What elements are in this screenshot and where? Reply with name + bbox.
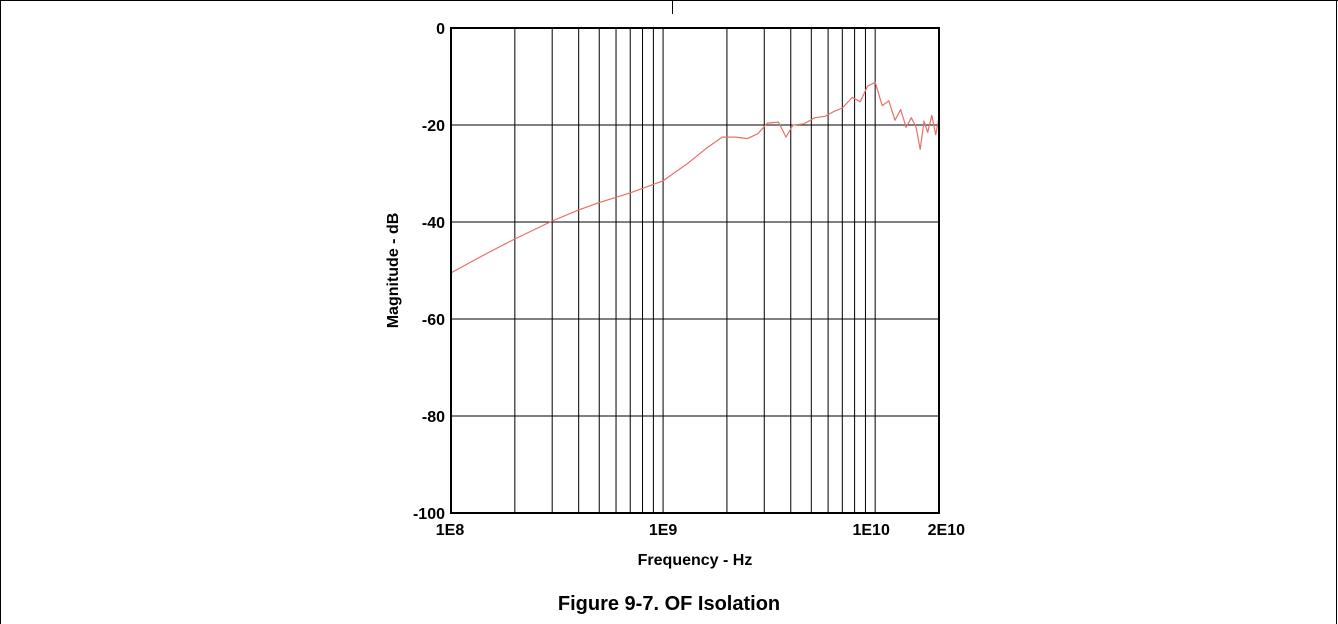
y-tick-label: -40 [422, 215, 445, 232]
series-line-1 [450, 81, 940, 274]
x-axis-label: Frequency - Hz [638, 552, 753, 569]
y-axis-label: Magnitude - dB [385, 213, 402, 329]
y-tick-label: -100 [413, 506, 445, 523]
page-frame-top [0, 0, 1338, 1]
chart-grid [451, 28, 939, 513]
plot-area-border [450, 27, 940, 514]
page-frame-right [1336, 0, 1337, 624]
y-tick-label: -60 [422, 312, 445, 329]
y-tick-label: -80 [422, 409, 445, 426]
x-tick-label: 2E10 [928, 522, 965, 539]
chart-series-layer [450, 81, 940, 274]
x-tick-label: 1E8 [436, 522, 465, 539]
figure-caption: Figure 9-7. OF Isolation [557, 593, 781, 615]
y-tick-label: 0 [436, 21, 445, 38]
x-tick-label: 1E10 [852, 522, 889, 539]
x-tick-label: 1E9 [649, 522, 678, 539]
y-tick-label: -20 [422, 118, 445, 135]
page-frame-divider [672, 0, 673, 14]
page-frame-left [0, 0, 1, 624]
